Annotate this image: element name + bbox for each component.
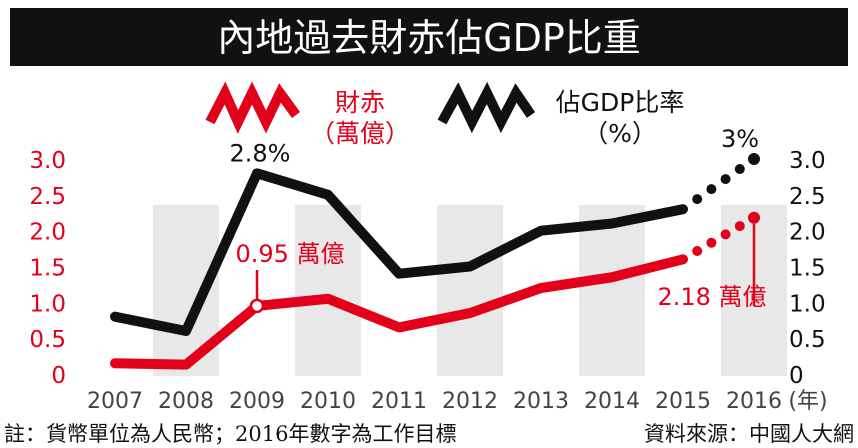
x-axis: 2007 2008 2009 2010 2011 2012 2013 2014 2015 2016… [87,389,828,414]
background-band [437,205,503,376]
series-ratio [110,153,760,336]
deficit-forecast-point [692,246,703,257]
legend-label-deficit-line1: 財赤 [335,88,385,117]
annotation-ratio-2009: 2.8% [230,139,291,167]
deficit-2009-marker [249,298,265,314]
y-tick-right: 2.5 [789,184,826,210]
footnote: 註：貨幣單位為人民幣；2016年數字為工作目標 [4,422,457,446]
x-tick-label: 2010 [300,389,356,414]
y-tick-right: 3.0 [789,148,826,174]
y-tick-right: 1.5 [789,256,826,282]
x-tick-label: 2009 [229,389,285,414]
ratio-forecast-point [748,153,760,165]
annotation-ratio-2016: 3% [721,125,759,153]
deficit-forecast-point [720,229,731,240]
y-tick-left: 2.5 [29,184,66,210]
x-tick-label: 2007 [87,389,143,414]
background-band [295,205,361,376]
footer: 註：貨幣單位為人民幣；2016年數字為工作目標 資料來源：中國人大網 [4,418,854,446]
legend-swatch-deficit [205,81,301,134]
legend: 財赤 （萬億） 佔GDP比率 （%） [205,81,685,148]
x-tick-label: 2015 [655,389,711,414]
annotation-deficit-2016: 2.18 萬億 [657,283,766,311]
y-tick-left: 1.5 [29,256,66,282]
legend-label-ratio-line1: 佔GDP比率 [556,88,685,117]
ratio-forecast-point [706,184,717,195]
y-tick-left: 0.5 [29,327,66,353]
deficit-forecast-point [706,237,717,248]
ratio-forecast-point [720,174,731,185]
x-axis-unit: (年) [788,389,827,414]
deficit-forecast-point [748,211,760,224]
x-tick-label: 2008 [158,389,214,414]
source-credit: 資料來源：中國人大網 [644,422,854,446]
chart-figure: 內地過去財赤佔GDP比重 財赤 （萬億） 佔GDP比率 （%） 0 0.5 1.0 1… [10,8,848,414]
x-tick-label: 2013 [513,389,569,414]
ratio-forecast-point [734,164,745,175]
y-axis-left: 0 0.5 1.0 1.5 2.0 2.5 3.0 [29,148,66,389]
y-tick-right: 0.5 [789,327,826,353]
x-tick-label: 2014 [584,389,640,414]
chart-title: 內地過去財赤佔GDP比重 [217,16,641,60]
legend-label-ratio-line2: （%） [583,119,657,148]
ratio-forecast-point [692,194,703,205]
x-tick-label: 2016 [726,389,782,414]
y-tick-right: 1.0 [789,291,826,317]
y-tick-left: 3.0 [29,148,66,174]
y-tick-right: 0 [789,363,804,389]
y-tick-left: 2.0 [29,220,66,246]
background-band [579,205,645,376]
series-deficit [110,211,760,370]
deficit-forecast-point [734,221,745,232]
legend-swatch-ratio [437,81,536,134]
y-tick-right: 2.0 [789,220,826,246]
annotation-deficit-2009: 0.95 萬億 [235,240,344,268]
y-tick-left: 0 [51,363,66,389]
title-banner [10,8,848,66]
y-tick-left: 1.0 [29,291,66,317]
legend-label-deficit-line2: （萬億） [310,119,410,148]
x-tick-label: 2011 [371,389,427,414]
y-axis-right: 0 0.5 1.0 1.5 2.0 2.5 3.0 [789,148,826,389]
annotations: 2.8% 3% 0.95 萬億 2.18 萬億 [230,125,767,311]
x-tick-label: 2012 [442,389,498,414]
